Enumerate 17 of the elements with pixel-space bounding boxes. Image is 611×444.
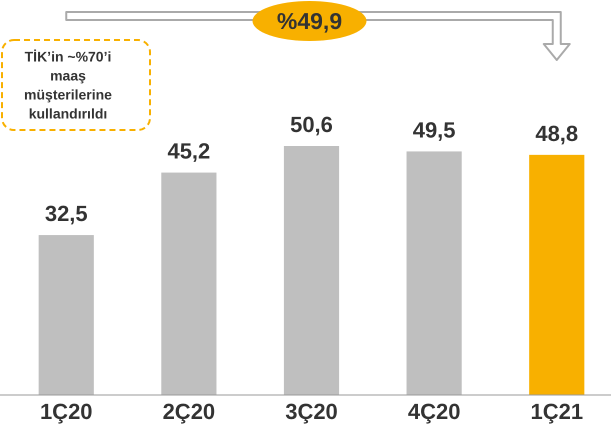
bar [406,151,462,395]
data-label: 45,2 [167,138,210,164]
x-tick-label: 2Ç20 [162,398,216,424]
bar [38,235,94,395]
data-label: 48,8 [535,120,578,146]
text: %49,9 [276,8,342,34]
x-tick-label: 4Ç20 [408,398,460,424]
data-label: 49,5 [412,117,456,142]
x-tick-label: 1Ç20 [40,398,93,424]
data-label: 50,6 [290,112,333,137]
bar [161,172,216,395]
bar [284,146,340,395]
bar [529,154,584,395]
text: TİK’in ~%70’i maaş müşterilerine kullandırıldı [24,48,112,122]
x-tick-label: 1Ç21 [530,398,584,424]
x-tick-label: 3Ç20 [285,398,338,424]
data-label: 32,5 [44,201,88,226]
